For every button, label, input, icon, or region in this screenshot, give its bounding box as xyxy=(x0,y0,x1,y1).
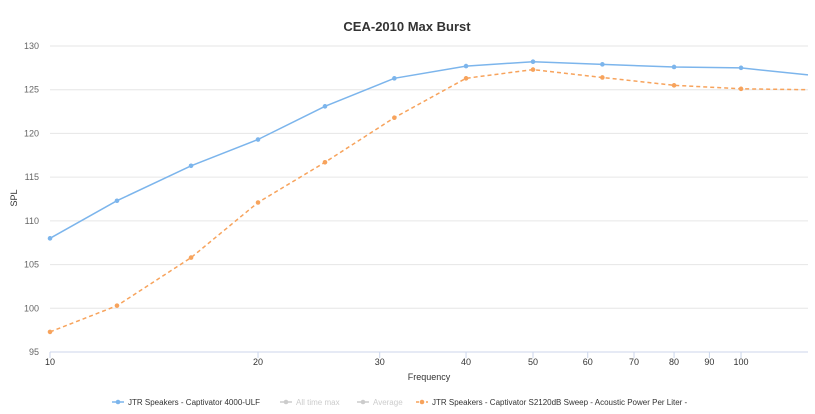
data-point[interactable] xyxy=(463,76,469,81)
x-axis-label: Frequency xyxy=(408,372,451,382)
data-point[interactable] xyxy=(47,236,53,241)
series-line xyxy=(49,68,809,333)
data-point[interactable] xyxy=(255,200,261,205)
series-3 xyxy=(47,67,809,335)
legend-item[interactable]: JTR Speakers - Captivator 4000-ULF xyxy=(112,398,260,407)
data-point[interactable] xyxy=(671,83,677,88)
data-point[interactable] xyxy=(671,64,677,70)
legend-item[interactable]: JTR Speakers - Captivator S2120dB Sweep … xyxy=(416,398,688,407)
legend-label: All time max xyxy=(296,398,340,407)
data-point[interactable] xyxy=(738,86,744,92)
legend-label: JTR Speakers - Captivator S2120dB Sweep … xyxy=(432,398,688,407)
axes: 95 100 105 110 115 120 125 130 10 20 30 40 50 60 70 80 9… xyxy=(24,41,808,367)
legend: JTR Speakers - Captivator 4000-ULF All ti… xyxy=(112,398,688,407)
series-line xyxy=(49,60,809,239)
data-point[interactable] xyxy=(392,76,397,81)
legend-symbol-marker xyxy=(360,399,366,405)
x-tick-label: 60 xyxy=(583,357,593,367)
data-point[interactable] xyxy=(738,65,744,71)
y-tick-label: 120 xyxy=(24,128,39,138)
legend-symbol-marker xyxy=(419,399,425,405)
y-tick-label: 115 xyxy=(25,172,39,182)
x-tick-label: 30 xyxy=(375,357,385,367)
data-point[interactable] xyxy=(188,255,194,260)
legend-label: Average xyxy=(373,398,403,407)
legend-item[interactable]: Average xyxy=(357,398,403,407)
y-tick-label: 125 xyxy=(24,85,39,95)
y-tick-label: 95 xyxy=(29,347,39,357)
y-tick-label: 100 xyxy=(24,303,39,313)
series-0 xyxy=(47,59,809,241)
data-point[interactable] xyxy=(255,137,261,142)
data-point[interactable] xyxy=(530,59,536,65)
y-tick-label: 110 xyxy=(25,216,39,226)
data-point[interactable] xyxy=(47,329,53,335)
x-tick-label: 90 xyxy=(704,357,714,367)
data-point[interactable] xyxy=(322,159,328,165)
x-tick-label: 70 xyxy=(629,357,639,367)
grid-lines xyxy=(50,45,808,309)
x-tick-label: 40 xyxy=(461,357,471,367)
y-axis-label: SPL xyxy=(9,189,19,206)
x-tick-label: 50 xyxy=(528,357,538,367)
x-tick-label: 20 xyxy=(253,357,263,367)
legend-symbol-marker xyxy=(283,399,289,405)
y-tick-label: 130 xyxy=(24,41,39,51)
data-point[interactable] xyxy=(114,198,120,204)
chart-title: CEA-2010 Max Burst xyxy=(343,19,471,34)
data-point[interactable] xyxy=(322,104,328,109)
legend-symbol-marker xyxy=(115,399,121,405)
data-point[interactable] xyxy=(463,63,469,69)
legend-item[interactable]: All time max xyxy=(280,398,340,407)
x-tick-label: 80 xyxy=(669,357,679,367)
data-point[interactable] xyxy=(392,115,397,120)
x-tick-label: 10 xyxy=(45,357,55,367)
legend-label: JTR Speakers - Captivator 4000-ULF xyxy=(128,398,260,407)
y-tick-label: 105 xyxy=(24,260,39,270)
data-point[interactable] xyxy=(188,163,194,169)
series-layer xyxy=(47,59,809,335)
data-point[interactable] xyxy=(114,303,120,308)
data-point[interactable] xyxy=(600,62,605,67)
x-tick-label: 100 xyxy=(734,357,749,367)
data-point[interactable] xyxy=(600,75,605,80)
data-point[interactable] xyxy=(530,67,536,72)
